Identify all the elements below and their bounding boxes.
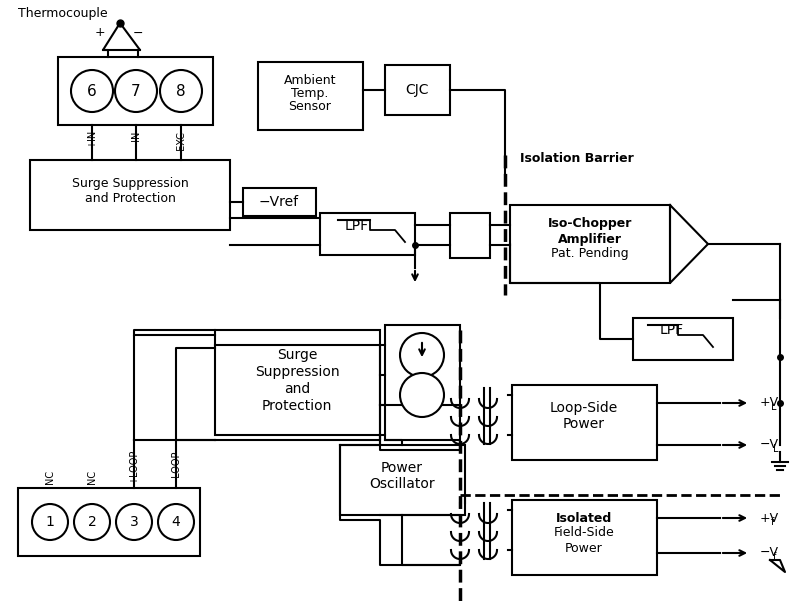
Circle shape bbox=[400, 333, 444, 377]
Text: Ambient: Ambient bbox=[284, 74, 336, 86]
Text: CJC: CJC bbox=[406, 83, 429, 97]
Text: Protection: Protection bbox=[262, 399, 332, 413]
Text: NC: NC bbox=[87, 470, 97, 484]
Bar bbox=[243, 188, 316, 216]
Text: 2: 2 bbox=[88, 515, 96, 529]
Bar bbox=[30, 160, 230, 230]
Text: NC: NC bbox=[45, 470, 55, 484]
Text: −V: −V bbox=[760, 438, 779, 451]
Text: LPF: LPF bbox=[345, 219, 369, 233]
Text: LPF: LPF bbox=[660, 323, 684, 337]
Text: Thermocouple: Thermocouple bbox=[18, 7, 108, 21]
Text: +V: +V bbox=[760, 512, 779, 524]
Text: +IN: +IN bbox=[87, 130, 97, 148]
Text: Power: Power bbox=[563, 417, 605, 431]
Bar bbox=[450, 213, 490, 258]
Bar bbox=[320, 213, 415, 255]
Bar bbox=[633, 318, 733, 360]
Text: Surge: Surge bbox=[277, 348, 317, 362]
Text: Power: Power bbox=[381, 461, 423, 475]
Text: −IN: −IN bbox=[131, 130, 141, 149]
Text: L: L bbox=[773, 444, 778, 454]
Bar bbox=[58, 57, 213, 125]
Bar bbox=[512, 500, 657, 575]
Text: and: and bbox=[284, 382, 310, 396]
Bar bbox=[512, 385, 657, 460]
Text: +: + bbox=[94, 27, 106, 40]
Bar bbox=[385, 325, 460, 440]
Circle shape bbox=[115, 70, 157, 112]
Text: Amplifier: Amplifier bbox=[558, 233, 622, 245]
Text: Pat. Pending: Pat. Pending bbox=[551, 247, 629, 261]
Bar bbox=[215, 330, 380, 435]
Text: Iso-Chopper: Iso-Chopper bbox=[548, 217, 632, 230]
Text: L: L bbox=[771, 402, 777, 412]
Text: Temp.: Temp. bbox=[291, 86, 329, 99]
Text: +V: +V bbox=[760, 396, 779, 409]
Bar bbox=[340, 445, 465, 515]
Text: and Protection: and Protection bbox=[85, 191, 175, 205]
Text: −EXC: −EXC bbox=[176, 130, 186, 157]
Text: Field-Side: Field-Side bbox=[554, 527, 614, 540]
Text: Power: Power bbox=[565, 541, 603, 555]
Text: 7: 7 bbox=[131, 83, 141, 99]
Text: Isolation Barrier: Isolation Barrier bbox=[520, 152, 634, 164]
Text: Suppression: Suppression bbox=[254, 365, 339, 379]
Text: f: f bbox=[773, 552, 776, 562]
Text: Oscillator: Oscillator bbox=[369, 477, 435, 491]
Circle shape bbox=[32, 504, 68, 540]
Text: −Vref: −Vref bbox=[259, 195, 299, 209]
Text: Loop-Side: Loop-Side bbox=[550, 401, 618, 415]
Bar bbox=[510, 205, 670, 283]
Text: 1: 1 bbox=[46, 515, 54, 529]
Text: +LOOP: +LOOP bbox=[129, 449, 139, 484]
Circle shape bbox=[71, 70, 113, 112]
Circle shape bbox=[74, 504, 110, 540]
Text: −V: −V bbox=[760, 546, 779, 560]
Circle shape bbox=[400, 373, 444, 417]
Circle shape bbox=[116, 504, 152, 540]
Text: Sensor: Sensor bbox=[289, 99, 331, 113]
Bar bbox=[385, 65, 450, 115]
Circle shape bbox=[160, 70, 202, 112]
Text: −: − bbox=[133, 27, 143, 40]
Text: 4: 4 bbox=[172, 515, 180, 529]
Text: 6: 6 bbox=[87, 83, 97, 99]
Text: Isolated: Isolated bbox=[556, 512, 612, 524]
Text: 8: 8 bbox=[176, 83, 186, 99]
Text: 3: 3 bbox=[130, 515, 138, 529]
Text: −LOOP: −LOOP bbox=[171, 449, 181, 484]
Bar bbox=[258, 62, 363, 130]
Circle shape bbox=[158, 504, 194, 540]
Text: Surge Suppression: Surge Suppression bbox=[72, 177, 188, 189]
Text: f: f bbox=[771, 517, 774, 527]
Bar bbox=[18, 488, 200, 556]
